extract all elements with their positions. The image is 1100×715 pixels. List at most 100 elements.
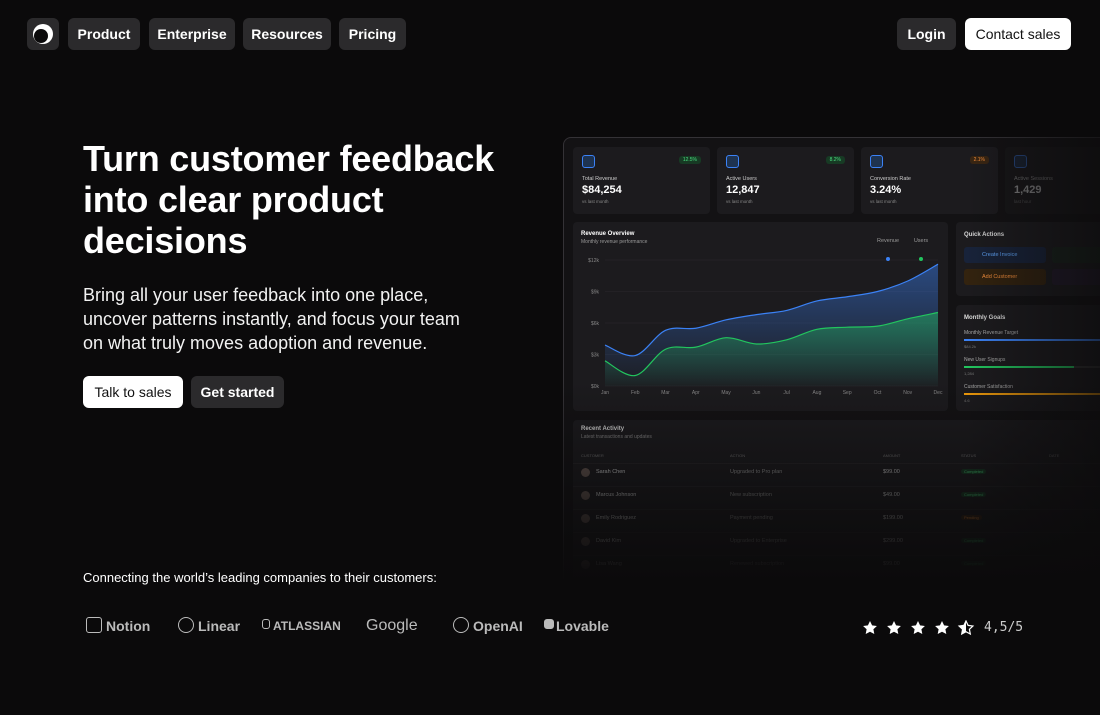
stat-icon: [1014, 155, 1027, 168]
amount: $199.00: [883, 515, 903, 521]
avatar: [581, 560, 590, 569]
avatar: [581, 514, 590, 523]
amount: $99.00: [883, 561, 900, 567]
hero-subtitle: Bring all your user feedback into one pl…: [83, 285, 460, 353]
logo-mark: [86, 617, 102, 633]
panel-title: Monthly Goals: [964, 315, 1006, 321]
row-divider: [573, 509, 1100, 510]
goal-bar: [964, 339, 1100, 341]
logo-mark: [453, 617, 469, 633]
stat-label: Active Users: [726, 176, 757, 182]
action-text: Upgraded to Pro plan: [730, 469, 783, 475]
avatar: [581, 537, 590, 546]
get-started-button[interactable]: Get started: [191, 376, 284, 408]
status-pill: Completed: [961, 538, 987, 543]
company-logo: Lovable: [556, 618, 609, 634]
status-pill: Completed: [961, 561, 987, 566]
nav-link[interactable]: Product: [68, 18, 140, 50]
y-tick-label: $0k: [591, 384, 600, 390]
stat-label: Conversion Rate: [870, 176, 911, 182]
revenue-chart: $0k $3k $6k $9k $12k Jan Feb Mar Apr May Jun Jul Aug…: [588, 238, 943, 396]
column-header: AMOUNT: [883, 453, 901, 458]
x-tick-label: Sep: [843, 390, 852, 396]
nav-link[interactable]: Enterprise: [149, 18, 235, 50]
x-tick-label: Feb: [631, 390, 640, 396]
panel-title: Recent Activity: [581, 426, 625, 432]
column-header: STATUS: [961, 453, 977, 458]
stat-value: 12,847: [726, 184, 760, 196]
goal-label: New User Signups: [964, 357, 1006, 363]
dashboard: Total Revenue $84,254 vs last month 12.5% Ac…: [563, 137, 1100, 582]
customer-name: Sarah Chen: [596, 469, 626, 475]
logo-mark: [262, 619, 270, 629]
nav-link[interactable]: Pricing: [339, 18, 406, 50]
action-text: New subscription: [730, 492, 772, 498]
stat-change: 2.1%: [969, 156, 989, 164]
quick-action-button[interactable]: Create Invoice: [964, 247, 1046, 263]
avatar: [581, 491, 590, 500]
stat-card: Total Revenue $84,254 vs last month 12.5%: [573, 147, 710, 214]
goal-label: Monthly Revenue Target: [964, 330, 1019, 336]
row-divider: [573, 555, 1100, 556]
stat-card: Conversion Rate 3.24% vs last month 2.1%: [861, 147, 998, 214]
goal-note: 1,284: [964, 371, 975, 376]
amount: $49.00: [883, 492, 900, 498]
brand-icon: [33, 24, 53, 44]
x-tick-label: Apr: [692, 390, 700, 396]
action-text: Renewed subscription: [730, 561, 785, 567]
column-header: CUSTOMER: [581, 453, 604, 458]
x-tick-label: Mar: [661, 390, 670, 396]
stat-change: 12.5%: [678, 156, 701, 164]
y-tick-label: $9k: [591, 290, 600, 296]
company-logo: Notion: [106, 618, 151, 634]
action-text: Payment pending: [730, 515, 773, 521]
x-tick-label: Oct: [874, 390, 882, 396]
stat-note: vs last month: [582, 199, 609, 204]
goal-bar: [964, 366, 1074, 368]
brand-logo[interactable]: [27, 18, 59, 50]
stat-card: Active Users 12,847 vs last month 8.2%: [717, 147, 854, 214]
status-pill: Completed: [961, 492, 987, 497]
legend-label: Users: [914, 238, 929, 244]
dashboard-preview: Total Revenue $84,254 vs last month 12.5% Ac…: [563, 137, 1100, 582]
x-tick-label: Aug: [812, 390, 821, 396]
stat-change: 8.2%: [825, 156, 845, 164]
activity-panel: Recent Activity Latest transactions and u…: [573, 420, 1100, 582]
goal-bar: [964, 393, 1100, 395]
quick-actions-panel: Quick Actions Create Invoice Add Customer: [956, 222, 1100, 296]
stat-icon: [726, 155, 739, 168]
status-pill: Pending: [961, 515, 982, 520]
stat-value: 3.24%: [870, 184, 902, 196]
customer-name: Emily Rodriguez: [596, 515, 637, 521]
quick-action-button[interactable]: Add Customer: [964, 269, 1046, 285]
logo-mark: [178, 617, 194, 633]
login-button[interactable]: Login: [897, 18, 956, 50]
panel-subtitle: Latest transactions and updates: [581, 434, 652, 440]
company-logo: Linear: [198, 618, 241, 634]
contact-sales-button[interactable]: Contact sales: [965, 18, 1071, 50]
x-tick-label: May: [721, 390, 731, 396]
panel-title: Quick Actions: [964, 232, 1005, 238]
x-tick-label: Jul: [783, 390, 789, 396]
nav-link[interactable]: Resources: [243, 18, 331, 50]
avatar: [581, 468, 590, 477]
stat-icon: [870, 155, 883, 168]
x-tick-label: Dec: [934, 390, 943, 396]
amount: $99.00: [883, 469, 900, 475]
goal-note: $84.2k: [964, 344, 977, 349]
talk-to-sales-button[interactable]: Talk to sales: [83, 376, 183, 408]
row-divider: [573, 486, 1100, 487]
y-tick-label: $6k: [591, 321, 600, 327]
stat-label: Total Revenue: [582, 176, 618, 182]
rating-stars: [863, 620, 975, 636]
x-tick-label: Nov: [903, 390, 912, 396]
stat-value: 1,429: [1014, 184, 1042, 196]
company-logo: ATLASSIAN: [273, 619, 341, 633]
customer-name: Lisa Wang: [596, 561, 622, 567]
social-proof-text: Connecting the world’s leading companies…: [83, 570, 437, 585]
action-text: Upgraded to Enterprise: [730, 538, 787, 544]
row-divider: [573, 532, 1100, 533]
stat-note: last hour: [1014, 199, 1032, 204]
y-tick-label: $12k: [588, 258, 599, 264]
